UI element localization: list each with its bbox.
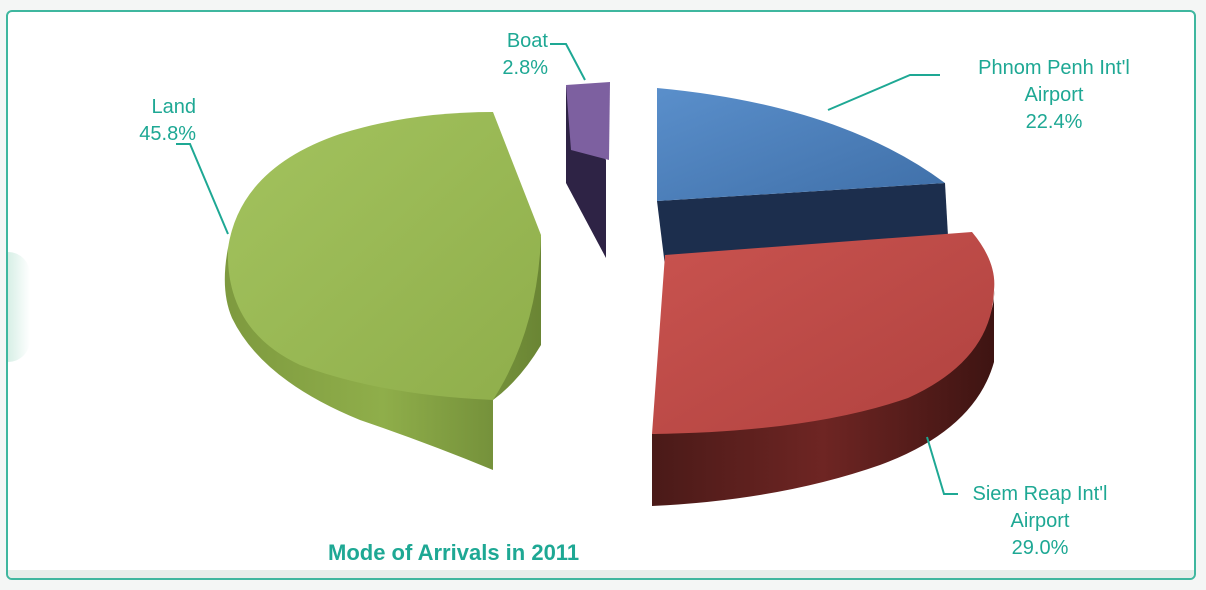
slice-boat-top [566, 82, 610, 160]
label-phnompenh-line1: Phnom Penh Int'l [978, 57, 1130, 79]
data-label-siemreap: Siem Reap Int'l Airport 29.0% [930, 481, 1150, 562]
data-label-boat: Boat 2.8% [470, 28, 548, 82]
slice-phnompenh-side [657, 183, 948, 266]
label-phnompenh-value: 22.4% [1025, 111, 1083, 133]
label-land-name: Land [151, 96, 197, 118]
chart-title: Mode of Arrivals in 2011 [328, 540, 580, 565]
label-boat-name: Boat [506, 30, 548, 52]
label-siemreap-line2: Airport [1010, 510, 1070, 532]
label-land-value: 45.8% [139, 123, 196, 145]
bottom-band [8, 570, 1194, 578]
slice-phnompenh-top [657, 88, 945, 201]
label-phnompenh-line2: Airport [1024, 84, 1084, 106]
data-label-land: Land 45.8% [78, 94, 196, 148]
slice-siemreap-top [652, 232, 995, 434]
label-boat-value: 2.8% [502, 57, 548, 79]
label-siemreap-line1: Siem Reap Int'l [972, 483, 1108, 505]
leader-line-phnompenh [827, 74, 940, 111]
leader-line-land [176, 143, 229, 235]
left-decoration [8, 252, 30, 362]
slice-land-top [227, 112, 541, 400]
data-label-phnompenh: Phnom Penh Int'l Airport 22.4% [944, 55, 1164, 136]
leader-line-siemreap [926, 436, 958, 495]
slice-siemreap-side [652, 290, 995, 506]
leader-line-boat [550, 43, 586, 81]
label-siemreap-value: 29.0% [1011, 537, 1069, 559]
